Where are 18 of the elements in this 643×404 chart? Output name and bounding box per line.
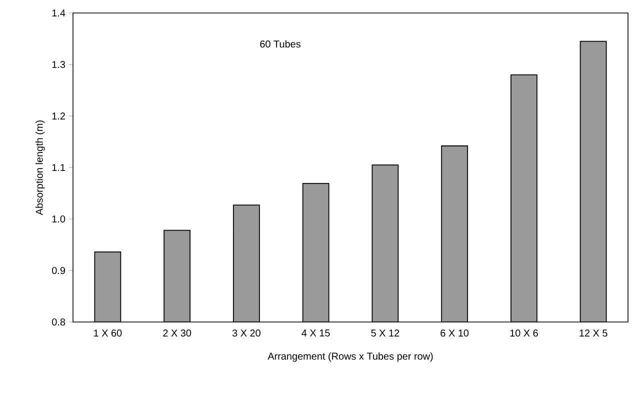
x-tick-label: 6 X 10 — [440, 330, 469, 337]
x-tick-label: 12 X 5 — [580, 330, 608, 337]
y-axis-title: Absorption length (m) — [36, 120, 45, 216]
x-tick-label: 1 X 60 — [94, 330, 122, 337]
y-tick-label: 1.1 — [52, 164, 65, 171]
y-tick-label: 0.9 — [52, 266, 66, 274]
x-tick-label: 10 X 6 — [510, 330, 538, 337]
annotation: 60 Tubes — [260, 40, 300, 48]
x-tick-label: 4 X 15 — [302, 330, 330, 336]
y-tick-label: 1.2 — [52, 112, 65, 120]
x-tick-label: 5 X 12 — [371, 330, 400, 337]
y-tick-label: 1.0 — [52, 215, 66, 223]
x-axis-title: Arrangement (Rows x Tubes per row) — [268, 352, 433, 362]
x-tick-label: 2 X 30 — [163, 330, 192, 337]
x-tick-label: 3 X 20 — [232, 330, 260, 337]
y-tick-label: 0.8 — [52, 318, 66, 326]
y-tick-label: 1.4 — [52, 10, 66, 16]
y-tick-label: 1.3 — [52, 60, 66, 68]
